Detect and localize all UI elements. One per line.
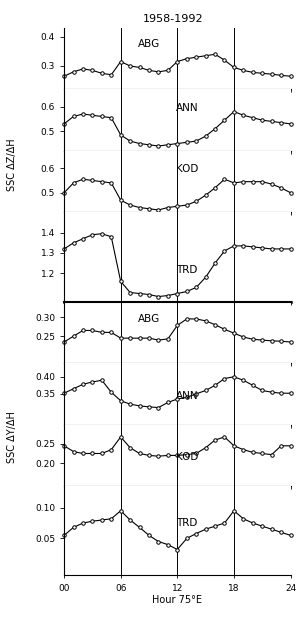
Text: TRD: TRD xyxy=(176,518,198,528)
Text: ABG: ABG xyxy=(138,39,160,49)
Text: TRD: TRD xyxy=(176,265,198,275)
Text: ANN: ANN xyxy=(176,103,198,113)
Text: SSC ΔY/ΔH: SSC ΔY/ΔH xyxy=(7,411,17,463)
Text: KOD: KOD xyxy=(176,164,198,174)
Text: ABG: ABG xyxy=(138,314,160,324)
X-axis label: Hour 75°E: Hour 75°E xyxy=(152,595,202,606)
Text: 1958-1992: 1958-1992 xyxy=(142,14,203,24)
Text: ANN: ANN xyxy=(176,391,198,401)
Text: SSC ΔZ/ΔH: SSC ΔZ/ΔH xyxy=(7,138,17,190)
Text: KOD: KOD xyxy=(176,453,198,463)
